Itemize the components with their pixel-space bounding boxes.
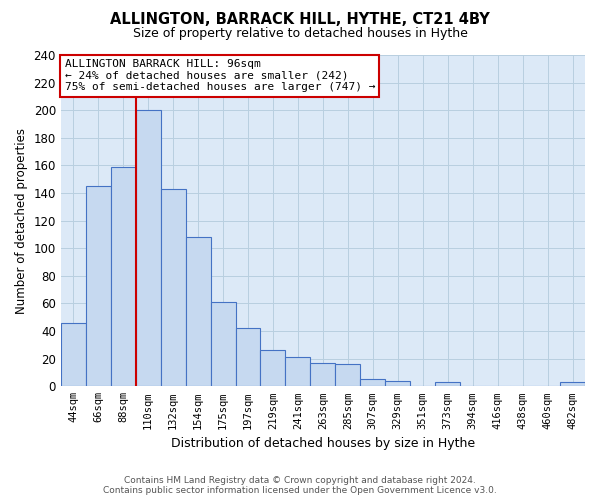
Bar: [111, 167, 136, 386]
Text: Contains HM Land Registry data © Crown copyright and database right 2024.
Contai: Contains HM Land Registry data © Crown c…: [103, 476, 497, 495]
Bar: [61, 323, 86, 386]
Bar: [236, 328, 260, 386]
Bar: [435, 382, 460, 386]
Y-axis label: Number of detached properties: Number of detached properties: [15, 128, 28, 314]
Text: ALLINGTON, BARRACK HILL, HYTHE, CT21 4BY: ALLINGTON, BARRACK HILL, HYTHE, CT21 4BY: [110, 12, 490, 28]
Bar: [385, 381, 410, 386]
Bar: [136, 110, 161, 386]
Bar: [86, 186, 111, 386]
Bar: [161, 189, 185, 386]
X-axis label: Distribution of detached houses by size in Hythe: Distribution of detached houses by size …: [171, 437, 475, 450]
Text: ALLINGTON BARRACK HILL: 96sqm
← 24% of detached houses are smaller (242)
75% of : ALLINGTON BARRACK HILL: 96sqm ← 24% of d…: [65, 59, 375, 92]
Bar: [211, 302, 236, 386]
Bar: [335, 364, 361, 386]
Bar: [361, 380, 385, 386]
Bar: [185, 237, 211, 386]
Text: Size of property relative to detached houses in Hythe: Size of property relative to detached ho…: [133, 28, 467, 40]
Bar: [286, 358, 310, 386]
Bar: [310, 363, 335, 386]
Bar: [260, 350, 286, 386]
Bar: [560, 382, 585, 386]
